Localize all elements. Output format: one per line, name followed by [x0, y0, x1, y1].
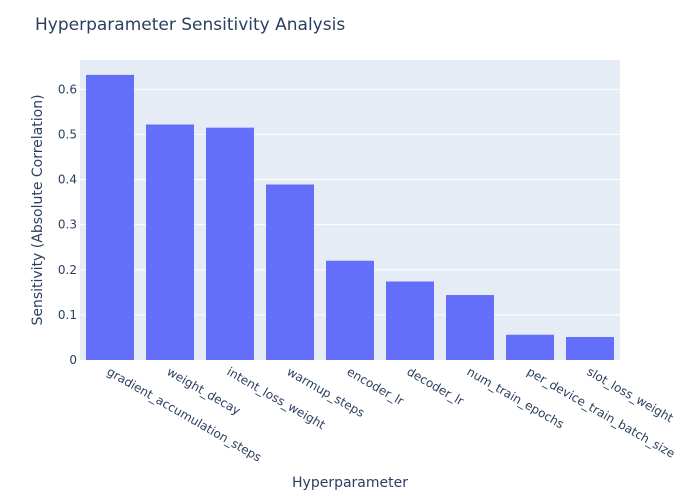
y-tick-labels: 0 0.1 0.2 0.3 0.4 0.5 0.6	[58, 82, 77, 367]
y-tick-label: 0	[69, 353, 77, 367]
bar-encoder-lr	[326, 260, 374, 360]
y-tick-label: 0.5	[58, 127, 77, 141]
x-tick-label: intent_loss_weight	[225, 364, 328, 432]
x-axis-title: Hyperparameter	[292, 475, 408, 491]
bar-per-device-train-batch-size	[506, 334, 554, 360]
y-tick-label: 0.2	[58, 263, 77, 277]
y-tick-label: 0.3	[58, 218, 77, 232]
y-tick-label: 0.6	[58, 82, 77, 96]
bar-num-train-epochs	[446, 295, 494, 360]
chart-title: Hyperparameter Sensitivity Analysis	[35, 15, 345, 35]
y-tick-label: 0.4	[58, 173, 77, 187]
x-tick-labels: gradient_accumulation_stepsweight_decayi…	[105, 364, 678, 464]
x-tick-label: decoder_lr	[405, 364, 467, 408]
bar-gradient-accumulation-steps	[86, 74, 134, 361]
x-tick-label: num_train_epochs	[465, 364, 567, 431]
bar-decoder-lr	[386, 281, 434, 360]
bars	[86, 74, 614, 361]
bar-weight-decay	[146, 124, 194, 360]
bar-slot-loss-weight	[566, 336, 614, 360]
bar-intent-loss-weight	[206, 127, 254, 360]
bar-warmup-steps	[266, 184, 314, 360]
y-axis-title: Sensitivity (Absolute Correlation)	[30, 94, 46, 325]
y-tick-label: 0.1	[58, 308, 77, 322]
